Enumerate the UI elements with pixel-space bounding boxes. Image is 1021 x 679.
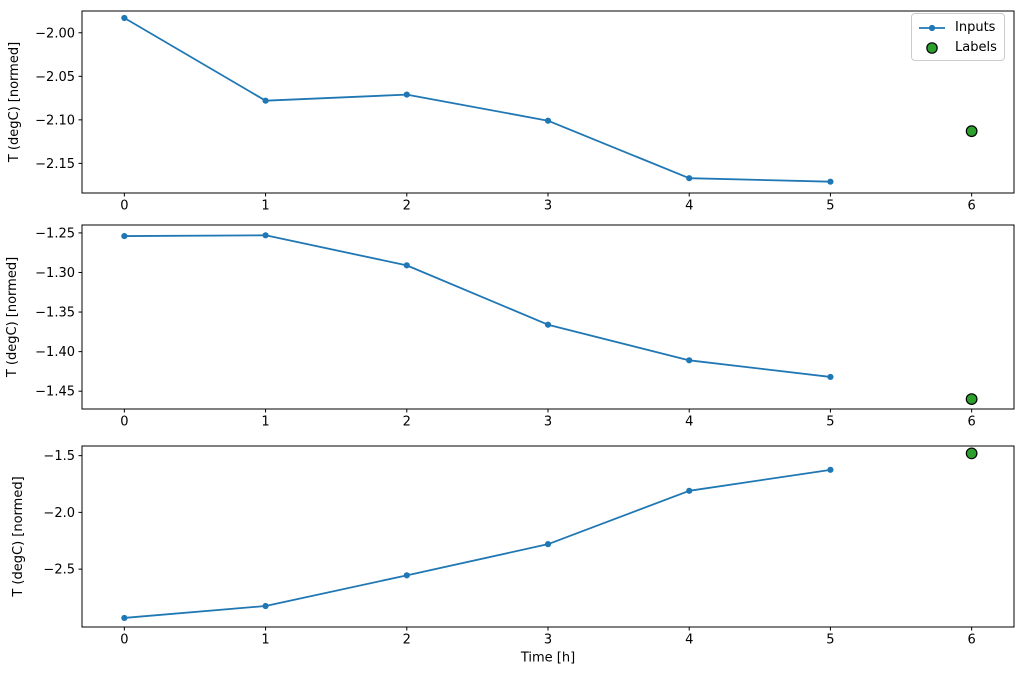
inputs-marker (121, 614, 128, 622)
inputs-marker (827, 373, 834, 381)
y-tick-label: −2.00 (35, 26, 75, 41)
y-tick-label: −2.10 (35, 113, 75, 128)
y-tick-label: −2.15 (35, 157, 75, 172)
x-tick-label: 3 (544, 415, 552, 430)
legend-entry-inputs: Inputs (918, 18, 1004, 38)
labels-marker (965, 125, 978, 138)
inputs-marker (544, 117, 552, 124)
x-tick-label: 0 (120, 415, 128, 430)
inputs-marker (121, 232, 128, 240)
labels-marker (965, 447, 978, 460)
x-tick-label: 6 (967, 415, 975, 430)
legend-entry-labels: Labels (918, 38, 1004, 58)
labels-marker (965, 393, 978, 406)
inputs-marker (403, 572, 410, 579)
y-axis-label: T (degC) [normed] (5, 257, 20, 378)
x-tick-label: 0 (120, 633, 128, 648)
inputs-line-icon (918, 21, 946, 35)
x-tick-label: 3 (544, 199, 552, 214)
y-tick-label: −1.40 (35, 345, 75, 360)
x-tick-label: 1 (261, 633, 269, 648)
legend-labels-label: Labels (955, 40, 997, 55)
inputs-marker (121, 14, 128, 22)
legend-inputs-label: Inputs (955, 20, 996, 35)
inputs-marker (827, 466, 834, 473)
y-axis-label: T (degC) [normed] (11, 476, 26, 597)
inputs-line (123, 468, 832, 619)
x-tick-label: 2 (403, 199, 411, 214)
y-tick-label: −1.45 (35, 385, 75, 400)
x-tick-label: 1 (261, 199, 269, 214)
x-tick-label: 0 (120, 199, 128, 214)
x-tick-label: 2 (403, 415, 411, 430)
inputs-marker (262, 602, 269, 610)
y-tick-label: −1.35 (35, 306, 75, 321)
x-tick-label: 4 (685, 415, 693, 430)
inputs-marker (403, 91, 410, 98)
inputs-marker (262, 97, 269, 104)
x-axis-label: Time [h] (520, 651, 575, 666)
inputs-line (123, 17, 832, 183)
x-tick-label: 5 (826, 415, 834, 430)
y-tick-label: −1.25 (35, 226, 75, 241)
y-tick-label: −1.5 (43, 449, 75, 464)
subplot-3: 0 1 2 3 4 5 6 −1.5 −2.0 −2.5 T (degC) [normed] Time… (11, 445, 1015, 666)
legend[interactable]: Inputs Labels (911, 13, 1005, 61)
y-tick-label: −2.5 (43, 563, 75, 578)
y-tick-label: −2.0 (43, 506, 75, 521)
x-tick-label: 6 (967, 199, 975, 214)
x-tick-label: 4 (685, 633, 693, 648)
subplot-1: 0 1 2 3 4 5 6 −2.00 −2.05 −2.10 −2.15 T (degC) [nor… (7, 10, 1015, 214)
inputs-marker (686, 175, 693, 182)
y-axis-label: T (degC) [normed] (7, 42, 22, 163)
axes-frame (81, 10, 1015, 194)
labels-circle-icon (918, 41, 946, 55)
inputs-marker (403, 262, 410, 269)
x-tick-label: 3 (544, 633, 552, 648)
x-tick-label: 6 (967, 633, 975, 648)
inputs-marker (827, 178, 834, 185)
inputs-marker (262, 232, 269, 239)
inputs-marker (544, 541, 552, 548)
inputs-line (123, 234, 832, 378)
x-tick-label: 1 (261, 415, 269, 430)
y-tick-label: −1.30 (35, 266, 75, 281)
inputs-marker (686, 357, 693, 364)
inputs-marker (544, 321, 552, 328)
axes-frame (81, 224, 1015, 410)
x-tick-label: 5 (826, 199, 834, 214)
x-tick-label: 4 (685, 199, 693, 214)
subplot-2: 0 1 2 3 4 5 6 −1.25 −1.30 −1.35 −1.40 −1.45 T (degC)… (5, 224, 1015, 430)
x-tick-label: 5 (826, 633, 834, 648)
axes-frame (81, 445, 1015, 628)
x-tick-label: 2 (403, 633, 411, 648)
inputs-marker (686, 487, 693, 494)
y-tick-label: −2.05 (35, 70, 75, 85)
